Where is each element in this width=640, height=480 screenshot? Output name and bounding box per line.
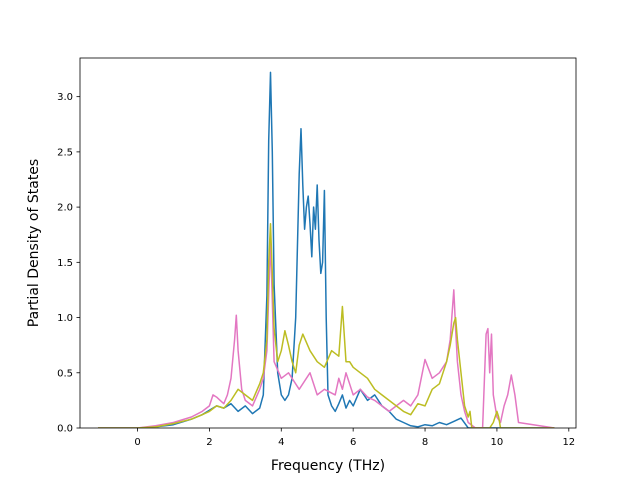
y-tick-label: 1.5 [57, 258, 73, 269]
x-tick-label: 2 [206, 437, 212, 448]
x-tick-label: 8 [422, 437, 428, 448]
x-ticks: 0 2 4 6 8 10 12 [134, 428, 575, 448]
x-tick-label: 6 [350, 437, 356, 448]
y-tick-label: 0.5 [57, 368, 73, 379]
y-tick-label: 3.0 [57, 92, 73, 103]
y-tick-label: 2.5 [57, 147, 73, 158]
y-tick-label: 2.0 [57, 203, 73, 214]
series-line-1 [98, 71, 555, 428]
y-tick-label: 1.0 [57, 313, 73, 324]
series-line-2 [98, 239, 555, 428]
x-tick-label: 12 [562, 437, 575, 448]
x-tick-label: 4 [278, 437, 284, 448]
y-ticks: 0.0 0.5 1.0 1.5 2.0 2.5 3.0 [57, 92, 80, 435]
series-layer [98, 71, 555, 428]
axes-frame [79, 57, 577, 429]
x-axis-label: Frequency (THz) [271, 458, 385, 474]
series-line-3 [98, 222, 555, 428]
y-axis-label: Partial Density of States [26, 159, 42, 327]
y-tick-label: 0.0 [57, 424, 73, 435]
x-tick-label: 10 [491, 437, 504, 448]
x-tick-label: 0 [134, 437, 140, 448]
plot-area: 0 2 4 6 8 10 12 0.0 0.5 1.0 1.5 2.0 2.5 3.0 [57, 57, 577, 448]
